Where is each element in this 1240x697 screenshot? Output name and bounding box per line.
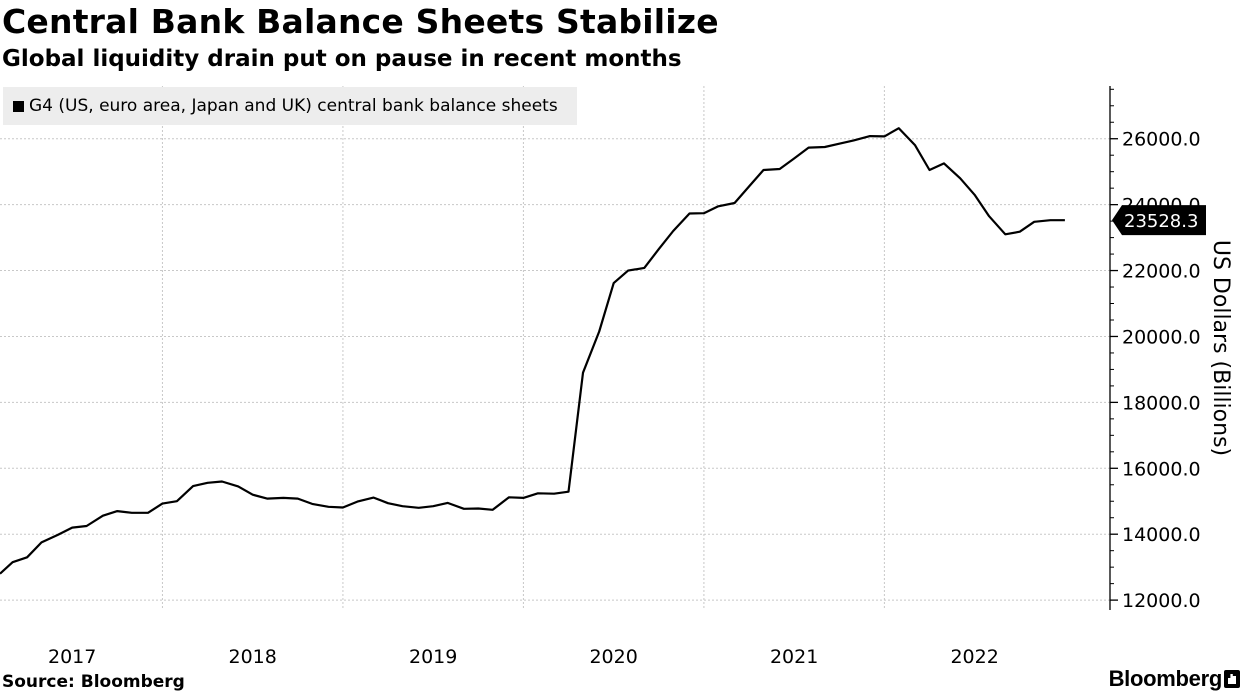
legend-swatch-icon: [13, 100, 24, 112]
y-tick-label: 18000.0: [1122, 392, 1201, 414]
x-tick-label: 2022: [950, 646, 998, 668]
x-tick-labels: 2017 2018 2019 2020 2021 2022: [48, 646, 999, 668]
chart-subtitle: Global liquidity drain put on pause in r…: [2, 46, 682, 72]
legend: G4 (US, euro area, Japan and UK) central…: [3, 87, 577, 125]
brand-logo-text: Bloomberg: [1108, 666, 1223, 691]
y-axis-title: US Dollars (Billions): [1208, 240, 1233, 456]
x-tick-label: 2019: [409, 646, 457, 668]
x-tick-label: 2020: [589, 646, 637, 668]
legend-label: G4 (US, euro area, Japan and UK) central…: [29, 96, 558, 116]
y-tick-label: 12000.0: [1122, 590, 1201, 612]
grid-lines: [0, 86, 1110, 610]
badge-shape: [1112, 205, 1206, 236]
x-tick-label: 2021: [770, 646, 818, 668]
last-value-badge: 23528.3: [1112, 205, 1206, 236]
y-tick-label: 22000.0: [1122, 261, 1201, 283]
y-tick-label: 14000.0: [1122, 524, 1201, 546]
y-tick-label: 20000.0: [1122, 326, 1201, 348]
y-tick-label: 26000.0: [1122, 129, 1201, 151]
x-tick-label: 2018: [229, 646, 277, 668]
y-tick-label: 16000.0: [1122, 458, 1201, 480]
source-note: Source: Bloomberg: [2, 672, 185, 692]
series-line-g4: [0, 127, 1065, 575]
bloomberg-terminal-icon: [1224, 670, 1240, 688]
x-tick-label: 2017: [48, 646, 96, 668]
badge-value: 23528.3: [1124, 211, 1198, 232]
y-axis: 12000.0 14000.0 16000.0 18000.0 20000.0 22000…: [1109, 86, 1201, 612]
chart-title: Central Bank Balance Sheets Stabilize: [2, 2, 719, 41]
